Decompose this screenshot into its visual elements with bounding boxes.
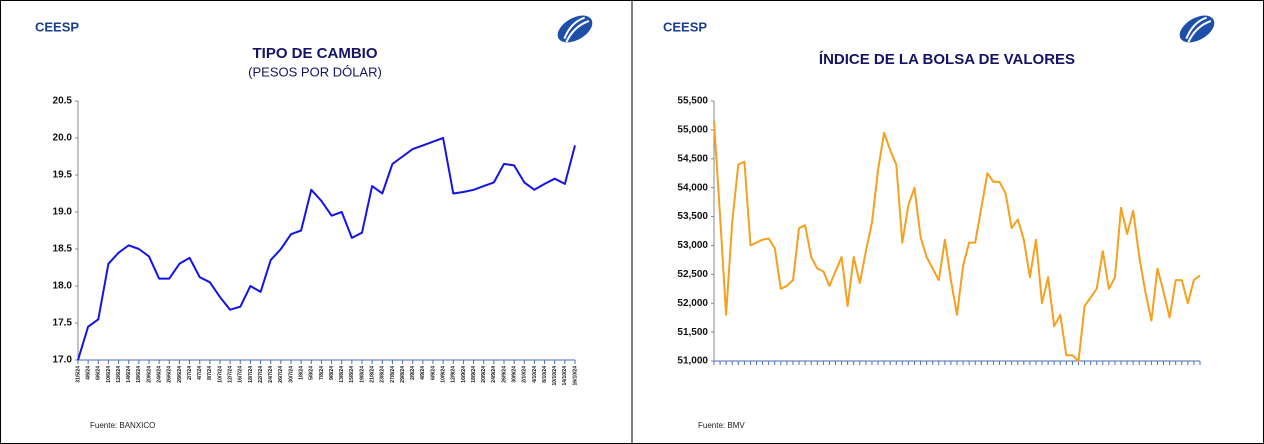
- y-tick-label: 20.0: [53, 133, 73, 144]
- data-line: [77, 137, 576, 361]
- y-tick-label: 52,000: [677, 298, 708, 309]
- x-tick-label: 29/8/24: [400, 366, 406, 383]
- x-tick-label: 23/8/24: [380, 366, 386, 383]
- brand: CEESP: [35, 19, 79, 34]
- x-tick-label: 28/6/24: [177, 366, 183, 383]
- x-tick-label: 10/7/24: [217, 366, 223, 383]
- x-tick-label: 15/8/24: [349, 366, 355, 383]
- x-tick-label: 8/7/24: [207, 366, 213, 380]
- y-tick-label: 54,000: [677, 182, 708, 193]
- x-tick-label: 18/6/24: [136, 366, 142, 383]
- x-tick-label: 6/6/24: [96, 366, 102, 380]
- source: Fuente: BANXICO: [90, 421, 155, 430]
- x-tick-label: 20/9/24: [481, 366, 487, 383]
- logo: [557, 15, 593, 43]
- y-tick-label: 53,000: [677, 240, 708, 251]
- x-tick-label: 26/6/24: [167, 366, 173, 383]
- y-tick-label: 54,500: [677, 153, 708, 164]
- x-tick-label: 21/8/24: [369, 366, 375, 383]
- x-tick-label: 24/7/24: [268, 366, 274, 383]
- source: Fuente: BMV: [698, 421, 745, 430]
- x-tick-label: 22/7/24: [258, 366, 264, 383]
- x-tick-label: 4/9/24: [420, 366, 426, 380]
- x-tick-label: 4/6/24: [85, 366, 91, 380]
- x-tick-label: 30/7/24: [288, 366, 294, 383]
- chart-title: TIPO DE CAMBIO: [252, 45, 377, 62]
- chart-title: ÍNDICE DE LA BOLSA DE VALORES: [819, 51, 1075, 68]
- y-tick-label: 17.5: [53, 318, 73, 329]
- y-tick-label: 18.5: [53, 244, 73, 255]
- x-tick-label: 16/7/24: [238, 366, 244, 383]
- x-tick-label: 10/9/24: [440, 366, 446, 383]
- y-tick-label: 55,000: [677, 125, 708, 136]
- logo: [1179, 15, 1215, 43]
- y-tick-label: 20.5: [53, 96, 73, 107]
- x-tick-label: 16/9/24: [461, 366, 467, 383]
- x-tick-label: 26/9/24: [501, 366, 507, 383]
- y-tick-label: 53,500: [677, 211, 708, 222]
- x-tick-label: 9/8/24: [329, 366, 335, 380]
- x-tick-label: 4/10/24: [532, 366, 538, 383]
- x-tick-label: 18/7/24: [248, 366, 254, 383]
- y-tick-label: 19.5: [53, 170, 73, 181]
- x-tick-label: 24/6/24: [156, 366, 162, 383]
- x-tick-label: 12/6/24: [116, 366, 122, 383]
- x-tick-label: 30/9/24: [511, 366, 517, 383]
- x-tick-label: 2/7/24: [187, 366, 193, 380]
- x-tick-label: 5/8/24: [309, 366, 315, 380]
- x-tick-label: 10/6/24: [106, 366, 112, 383]
- x-tick-label: 13/8/24: [339, 366, 345, 383]
- x-tick-label: 8/10/24: [542, 366, 548, 383]
- x-tick-label: 24/9/24: [491, 366, 497, 383]
- y-tick-label: 18.0: [53, 281, 73, 292]
- x-tick-label: 12/9/24: [451, 366, 457, 383]
- x-tick-label: 2/10/24: [522, 366, 528, 383]
- brand: CEESP: [663, 19, 707, 34]
- x-tick-label: 27/8/24: [390, 366, 396, 383]
- y-tick-label: 17.0: [53, 355, 73, 366]
- data-line: [713, 121, 1201, 362]
- x-tick-label: 31/5/24: [75, 366, 81, 383]
- y-tick-label: 19.0: [53, 207, 73, 218]
- y-tick-label: 51,500: [677, 327, 708, 338]
- x-tick-label: 4/7/24: [197, 366, 203, 380]
- x-tick-label: 14/10/24: [562, 366, 568, 386]
- x-tick-label: 2/9/24: [410, 366, 416, 380]
- x-tick-label: 16/10/24: [572, 366, 578, 386]
- x-tick-label: 1/8/24: [298, 366, 304, 380]
- x-tick-label: 7/8/24: [319, 366, 325, 380]
- y-tick-label: 55,500: [677, 96, 708, 107]
- x-tick-label: 14/6/24: [126, 366, 132, 383]
- x-tick-label: 26/7/24: [278, 366, 284, 383]
- x-tick-label: 18/9/24: [471, 366, 477, 383]
- x-tick-label: 12/7/24: [227, 366, 233, 383]
- x-tick-label: 19/8/24: [359, 366, 365, 383]
- y-tick-label: 51,000: [677, 356, 708, 367]
- x-tick-label: 10/10/24: [552, 366, 558, 386]
- x-tick-label: 20/6/24: [146, 366, 152, 383]
- x-tick-label: 6/9/24: [430, 366, 436, 380]
- y-tick-label: 52,500: [677, 269, 708, 280]
- chart-subtitle: (PESOS POR DÓLAR): [248, 64, 382, 79]
